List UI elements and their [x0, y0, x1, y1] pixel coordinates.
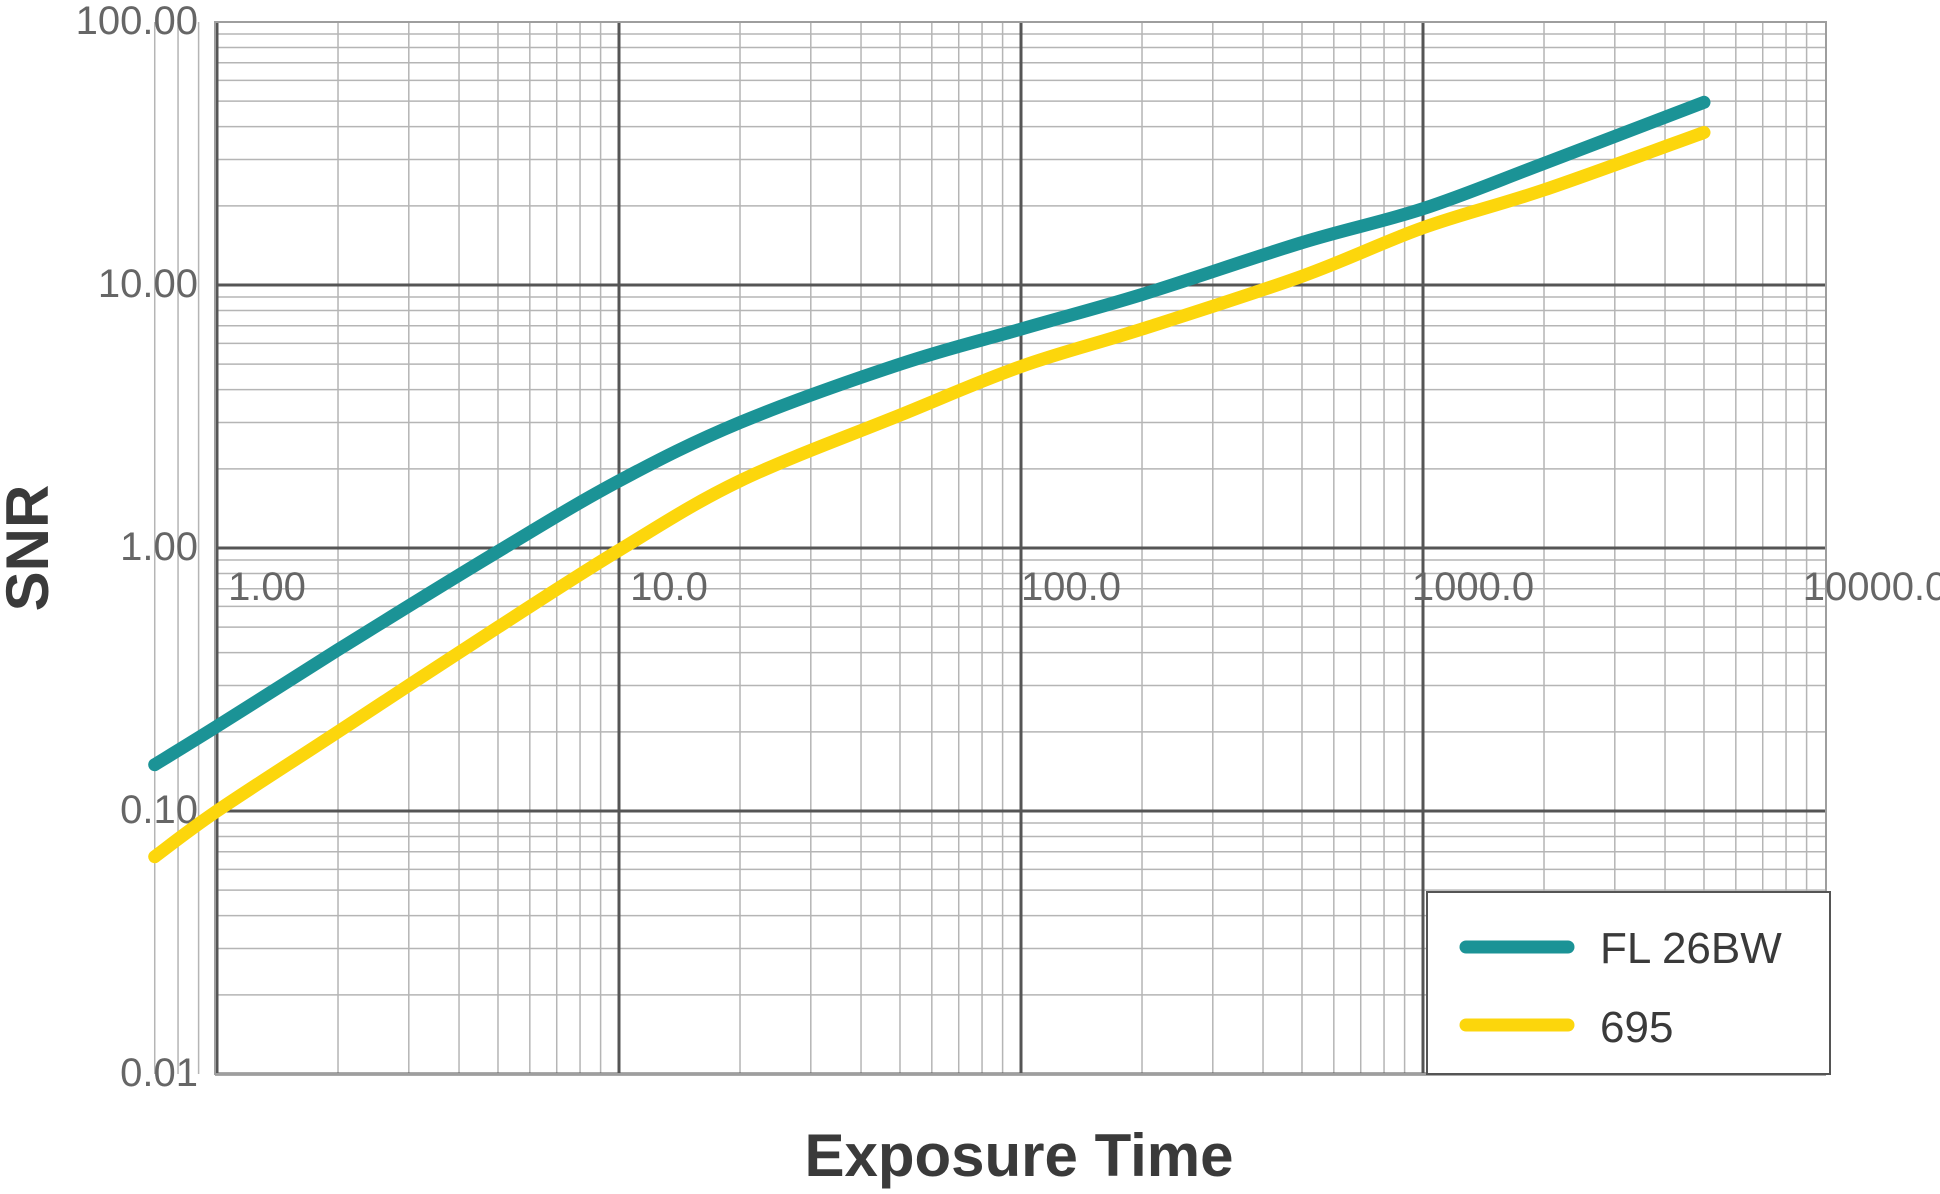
legend-label-fl-26bw: FL 26BW	[1600, 924, 1782, 973]
legend: FL 26BW 695	[1426, 891, 1831, 1075]
y-tick-label: 10.00	[98, 262, 198, 306]
series-lines	[148, 95, 1711, 864]
x-tick-label: 1.00	[228, 565, 306, 609]
x-tick-labels: 1.00 10.0 100.0 1000.0 10000.0	[228, 565, 1940, 609]
x-tick-label: 100.0	[1021, 565, 1121, 609]
legend-box	[1426, 891, 1831, 1075]
y-tick-label: 100.00	[76, 0, 198, 43]
plot-frame	[214, 21, 1827, 1075]
series-line-fl-26bw	[148, 95, 1711, 772]
y-tick-label: 1.00	[120, 525, 198, 569]
y-axis-title: SNR	[0, 485, 61, 612]
y-tick-label: 0.01	[120, 1051, 198, 1095]
x-tick-label: 10000.0	[1803, 565, 1940, 609]
x-axis-title: Exposure Time	[804, 1122, 1233, 1189]
y-tick-label: 0.10	[120, 788, 198, 832]
x-tick-label: 10.0	[630, 565, 708, 609]
x-tick-label: 1000.0	[1412, 565, 1534, 609]
series-line-695	[148, 126, 1711, 864]
y-tick-labels: 100.00 10.00 1.00 0.10 0.01	[76, 0, 198, 1095]
legend-label-695: 695	[1600, 1003, 1673, 1052]
